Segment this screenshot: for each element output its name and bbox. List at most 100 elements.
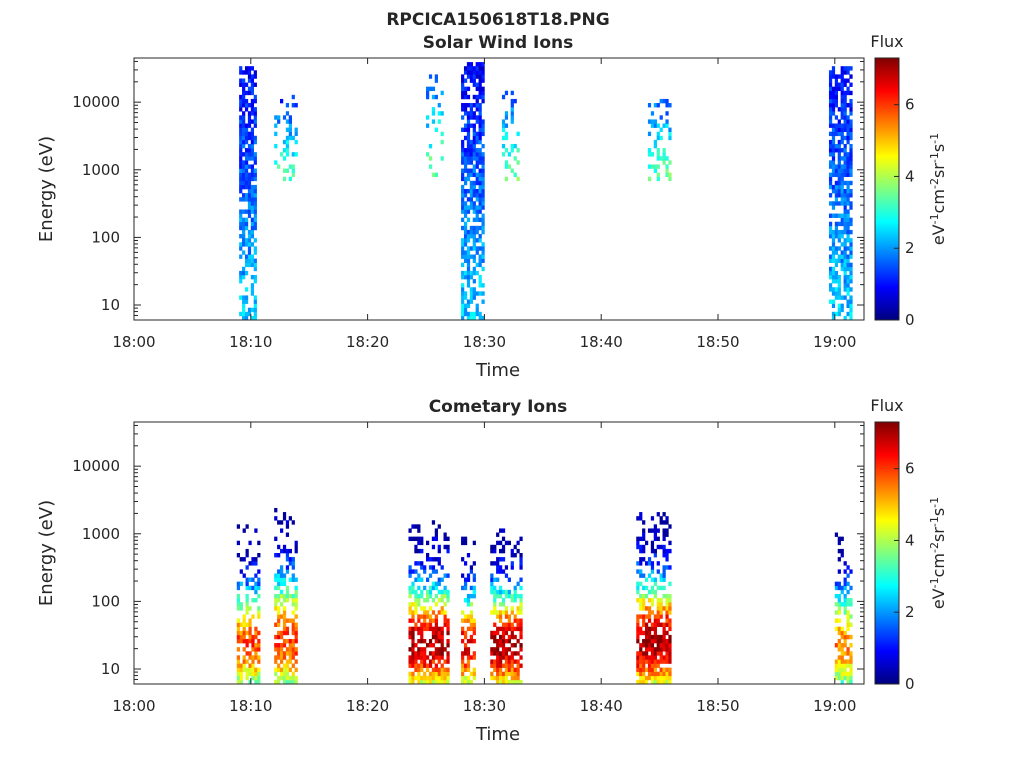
heatmap-cell bbox=[242, 311, 246, 317]
heatmap-cell bbox=[466, 62, 471, 67]
heatmap-cell bbox=[650, 598, 655, 603]
heatmap-cell bbox=[662, 528, 666, 533]
heatmap-cell bbox=[423, 663, 427, 668]
heatmap-cell bbox=[236, 667, 240, 673]
heatmap-cell bbox=[461, 94, 465, 100]
heatmap-cell bbox=[493, 610, 497, 615]
heatmap-cell bbox=[481, 258, 485, 263]
heatmap-cell bbox=[247, 78, 252, 83]
heatmap-cell bbox=[478, 209, 482, 214]
heatmap-cell bbox=[837, 647, 841, 652]
heatmap-cell bbox=[849, 671, 853, 677]
heatmap-cell bbox=[840, 626, 844, 632]
heatmap-cell bbox=[837, 585, 841, 591]
heatmap-cell bbox=[665, 164, 669, 169]
heatmap-cell bbox=[426, 589, 430, 595]
heatmap-cell bbox=[247, 123, 252, 128]
heatmap-cell bbox=[519, 643, 523, 648]
heatmap-cell bbox=[426, 679, 430, 685]
heatmap-cell bbox=[463, 229, 468, 235]
heatmap-cell bbox=[253, 189, 257, 194]
heatmap-cell bbox=[242, 111, 246, 116]
heatmap-cell bbox=[837, 643, 841, 648]
heatmap-cell bbox=[840, 307, 844, 313]
heatmap-cell bbox=[250, 82, 255, 87]
heatmap-cell bbox=[831, 311, 836, 317]
heatmap-cell bbox=[466, 577, 471, 582]
heatmap-cell bbox=[493, 561, 497, 566]
heatmap-cell bbox=[843, 160, 847, 165]
heatmap-cell bbox=[496, 675, 500, 681]
heatmap-cell bbox=[282, 651, 287, 656]
heatmap-cell bbox=[662, 160, 666, 165]
heatmap-cell bbox=[428, 156, 433, 161]
heatmap-cell bbox=[291, 135, 295, 141]
heatmap-cell bbox=[828, 115, 833, 120]
heatmap-cell bbox=[431, 536, 436, 542]
heatmap-cell bbox=[431, 581, 436, 587]
heatmap-cell bbox=[837, 663, 841, 668]
heatmap-cell bbox=[837, 287, 841, 292]
heatmap-cell bbox=[437, 103, 441, 108]
heatmap-cell bbox=[478, 258, 482, 263]
heatmap-cell bbox=[244, 98, 249, 104]
heatmap-cell bbox=[478, 279, 482, 284]
heatmap-cell bbox=[496, 667, 500, 673]
heatmap-cell bbox=[834, 274, 839, 280]
heatmap-cell bbox=[244, 107, 249, 112]
heatmap-cell bbox=[472, 246, 476, 251]
heatmap-cell bbox=[831, 189, 836, 194]
heatmap-cell bbox=[437, 675, 441, 681]
heatmap-cell bbox=[653, 651, 657, 656]
heatmap-cell bbox=[245, 602, 249, 607]
heatmap-cell bbox=[253, 94, 257, 100]
heatmap-cell bbox=[639, 569, 643, 574]
heatmap-cell bbox=[481, 217, 485, 223]
heatmap-cell bbox=[291, 577, 295, 582]
heatmap-cell bbox=[656, 135, 660, 141]
heatmap-cell bbox=[446, 667, 450, 673]
heatmap-cell bbox=[501, 94, 506, 100]
heatmap-cell bbox=[446, 643, 450, 648]
heatmap-cell bbox=[254, 598, 258, 603]
heatmap-cell bbox=[291, 598, 295, 603]
cometary-y-axis-label: Energy (eV) bbox=[36, 500, 57, 606]
heatmap-cell bbox=[849, 315, 853, 321]
heatmap-cell bbox=[846, 217, 850, 223]
heatmap-cell bbox=[239, 295, 243, 300]
heatmap-cell bbox=[245, 671, 249, 677]
heatmap-cell bbox=[828, 111, 833, 116]
heatmap-cell bbox=[408, 659, 412, 664]
heatmap-cell bbox=[668, 606, 672, 611]
heatmap-cell bbox=[417, 618, 421, 623]
heatmap-cell bbox=[242, 250, 246, 255]
heatmap-cell bbox=[428, 622, 433, 627]
x-tick-label: 18:50 bbox=[696, 333, 739, 351]
heatmap-cell bbox=[659, 651, 663, 656]
heatmap-cell bbox=[837, 156, 841, 161]
heatmap-cell bbox=[472, 139, 476, 145]
heatmap-cell bbox=[478, 82, 482, 87]
heatmap-cell bbox=[285, 651, 290, 656]
heatmap-cell bbox=[846, 679, 850, 685]
heatmap-cell bbox=[510, 90, 514, 96]
heatmap-cell bbox=[843, 602, 847, 607]
heatmap-cell bbox=[428, 593, 433, 599]
heatmap-cell bbox=[437, 630, 441, 636]
heatmap-cell bbox=[656, 172, 660, 178]
heatmap-cell bbox=[636, 614, 640, 619]
heatmap-cell bbox=[493, 659, 497, 664]
heatmap-cell bbox=[257, 610, 261, 615]
heatmap-cell bbox=[417, 655, 421, 660]
heatmap-cell bbox=[499, 557, 503, 562]
heatmap-cell bbox=[475, 172, 479, 178]
heatmap-cell bbox=[665, 614, 669, 619]
heatmap-cell bbox=[294, 593, 298, 599]
heatmap-cell bbox=[659, 643, 663, 648]
heatmap-cell bbox=[659, 667, 663, 673]
heatmap-cell bbox=[843, 667, 847, 673]
heatmap-cell bbox=[280, 614, 284, 619]
heatmap-cell bbox=[242, 238, 246, 243]
heatmap-cell bbox=[513, 98, 517, 104]
heatmap-cell bbox=[519, 557, 523, 562]
